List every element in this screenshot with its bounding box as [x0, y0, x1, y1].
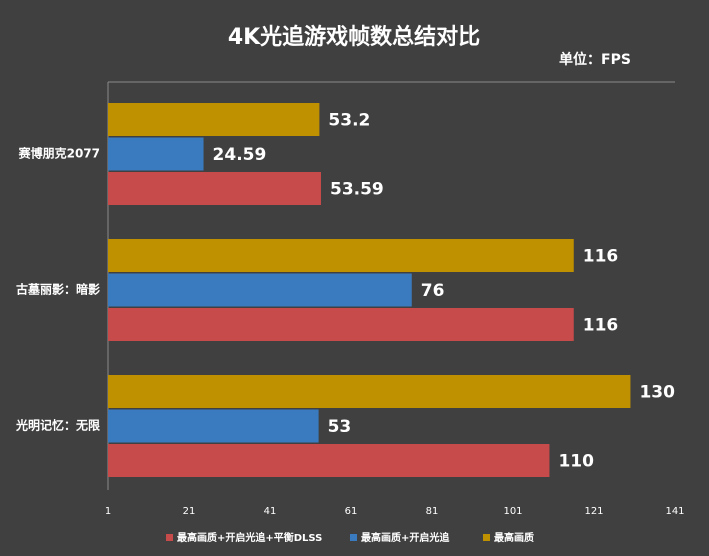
- legend-label: 最高画质+开启光追+平衡DLSS: [177, 531, 322, 544]
- bar: [108, 103, 320, 136]
- value-label: 53.2: [328, 111, 370, 131]
- value-label: 53: [328, 417, 352, 437]
- x-tick-label: 61: [345, 506, 358, 517]
- x-tick-label: 1: [105, 506, 111, 517]
- bar: [108, 375, 631, 408]
- value-label: 116: [583, 316, 619, 336]
- bar: [108, 273, 412, 307]
- x-tick-label: 21: [183, 506, 196, 517]
- x-tick-label: 121: [584, 506, 603, 517]
- bar: [108, 409, 319, 443]
- value-label: 76: [421, 281, 445, 301]
- value-label: 24.59: [213, 145, 267, 165]
- bar: [108, 172, 321, 205]
- legend-label: 最高画质: [494, 531, 534, 544]
- x-tick-label: 141: [665, 506, 684, 517]
- legend-swatch: [350, 534, 357, 541]
- chart-subtitle: 单位：FPS: [559, 51, 631, 68]
- legend-swatch: [483, 534, 490, 541]
- bar: [108, 308, 574, 341]
- value-label: 130: [639, 383, 675, 403]
- bar: [108, 239, 574, 272]
- x-tick-label: 101: [503, 506, 522, 517]
- bar: [108, 444, 550, 477]
- value-label: 53.59: [330, 180, 384, 200]
- x-tick-label: 81: [426, 506, 439, 517]
- value-label: 110: [558, 452, 594, 472]
- y-tick-label: 古墓丽影：暗影: [16, 282, 100, 297]
- legend-swatch: [166, 534, 173, 541]
- bar: [108, 137, 204, 171]
- value-label: 116: [583, 247, 619, 267]
- legend-label: 最高画质+开启光追: [361, 531, 450, 544]
- chart-title: 4K光追游戏帧数总结对比: [228, 24, 480, 50]
- y-tick-label: 光明记忆：无限: [15, 418, 100, 433]
- x-tick-label: 41: [264, 506, 277, 517]
- y-tick-label: 赛博朋克2077: [18, 146, 100, 161]
